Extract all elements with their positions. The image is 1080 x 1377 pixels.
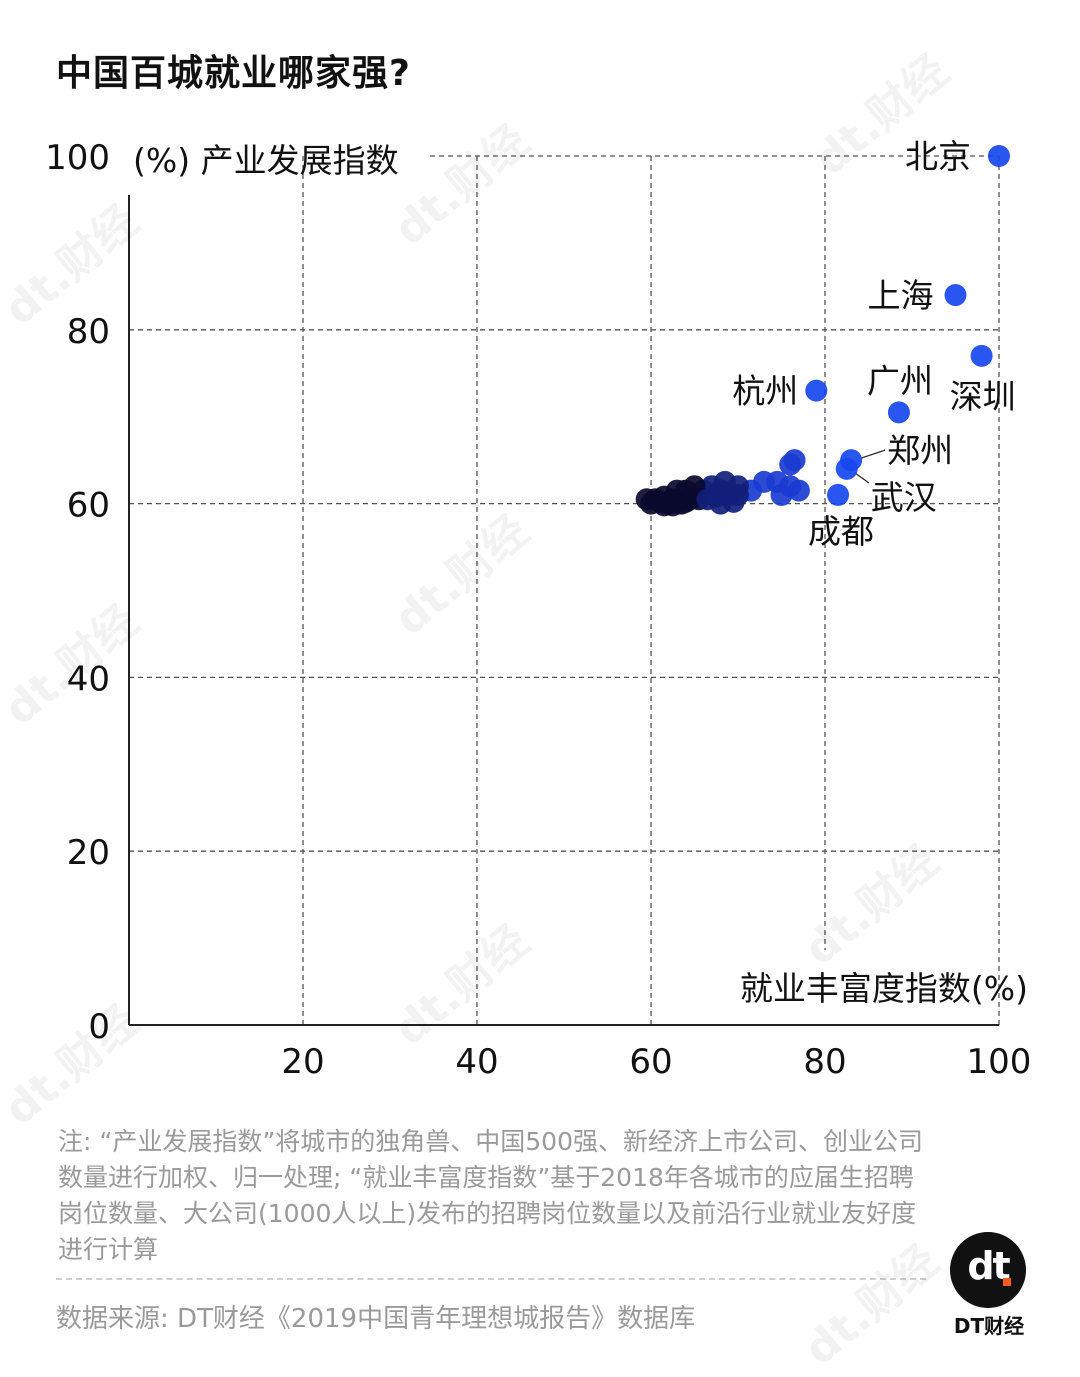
data-source: 数据来源: DT财经《2019中国青年理想城报告》数据库 <box>56 1304 696 1334</box>
data-point <box>827 483 850 506</box>
y-tick-label: 100 <box>45 138 110 178</box>
data-point <box>887 401 910 424</box>
point-label: 成都 <box>808 512 874 551</box>
point-label: 杭州 <box>732 372 798 411</box>
data-point <box>674 490 697 513</box>
data-point <box>835 457 858 480</box>
leader-lines <box>854 449 886 484</box>
brand-logo: dt <box>950 1232 1026 1308</box>
data-point <box>722 490 745 513</box>
y-tick-label: 60 <box>67 486 110 526</box>
tick-labels: 0 20 40 60 80 100 20 40 60 80 100 <box>45 138 1031 1082</box>
data-point <box>770 483 793 506</box>
point-label: 北京 <box>905 137 971 176</box>
logo-mark: dt <box>967 1244 1010 1288</box>
logo-accent-dot <box>1003 1278 1011 1286</box>
data-point <box>970 344 993 367</box>
leader-line <box>860 449 886 459</box>
x-tick-label: 80 <box>803 1042 846 1082</box>
point-label: 深圳 <box>950 377 1016 416</box>
chart-title: 中国百城就业哪家强? <box>56 53 411 94</box>
data-point <box>779 453 802 476</box>
data-point <box>635 488 658 511</box>
data-point <box>805 379 828 402</box>
data-point <box>705 485 728 508</box>
data-point <box>944 284 967 307</box>
y-tick-label: 80 <box>67 312 110 352</box>
y-tick-label: 20 <box>67 833 110 873</box>
data-point <box>988 145 1010 167</box>
brand-name: DT财经 <box>953 1314 1025 1338</box>
point-label: 上海 <box>868 276 934 315</box>
divider <box>56 1278 926 1280</box>
point-label: 郑州 <box>887 431 953 470</box>
point-label: 广州 <box>867 361 933 400</box>
data-point <box>787 479 810 502</box>
x-tick-label: 100 <box>967 1042 1032 1082</box>
y-tick-label: 40 <box>67 659 110 699</box>
leader-line <box>854 472 870 484</box>
x-tick-label: 40 <box>455 1042 498 1082</box>
x-tick-label: 60 <box>629 1042 672 1082</box>
x-axis-label: 就业丰富度指数(%) <box>740 969 1028 1008</box>
y-axis-label: (%) 产业发展指数 <box>133 141 399 180</box>
grid-lines <box>129 155 1000 1025</box>
data-points <box>635 145 1010 517</box>
chart-note: 注: “产业发展指数”将城市的独角兽、中国500强、新经济上市公司、创业公司数量… <box>58 1127 923 1264</box>
y-tick-label: 0 <box>88 1007 110 1047</box>
axes <box>128 195 999 1026</box>
x-tick-label: 20 <box>281 1042 324 1082</box>
point-label: 武汉 <box>871 478 937 517</box>
